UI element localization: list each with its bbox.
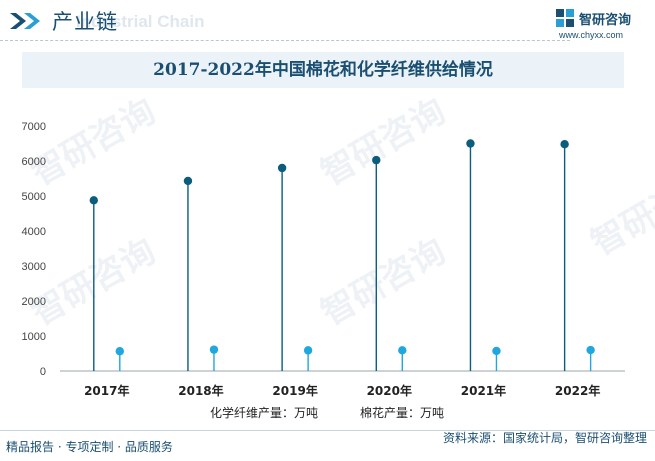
x-tick-label: 2021年 bbox=[461, 383, 506, 398]
watermark-text: 智研咨询 bbox=[315, 96, 453, 194]
x-tick-label: 2017年 bbox=[84, 383, 129, 398]
chart-title: 2017-2022年中国棉花和化学纤维供给情况 bbox=[153, 60, 493, 80]
brand-logo-icon bbox=[556, 9, 574, 27]
lollipop-point bbox=[560, 140, 569, 149]
lollipop-point bbox=[89, 196, 98, 205]
x-tick-label: 2022年 bbox=[555, 383, 600, 398]
footer-divider bbox=[0, 430, 655, 431]
y-tick-label: 6000 bbox=[22, 156, 46, 168]
lollipop-point bbox=[277, 163, 287, 173]
section-title: 产业链 bbox=[52, 10, 118, 34]
watermark-text: 智研咨询 bbox=[315, 231, 453, 334]
source-note: 资料来源：国家统计局，智研咨询整理 bbox=[442, 431, 647, 445]
y-tick-label: 1000 bbox=[22, 331, 46, 343]
header-watermark: Industrial Chain bbox=[76, 12, 205, 31]
lollipop-point bbox=[209, 345, 219, 354]
lollipop-point bbox=[372, 155, 381, 165]
double-chevron-icon bbox=[10, 13, 40, 29]
y-tick-label: 3000 bbox=[22, 261, 46, 273]
watermark-text: 智研咨询 bbox=[585, 161, 655, 264]
x-tick-label: 2020年 bbox=[367, 383, 412, 398]
y-tick-label: 2000 bbox=[22, 296, 46, 308]
lollipop-point bbox=[492, 346, 501, 356]
legend: 化学纤维产量：万吨 棉花产量：万吨 bbox=[210, 405, 444, 420]
header: Industrial Chain 产业链 智研咨询 www.chyxx.com bbox=[0, 0, 655, 44]
watermark-text: 智研咨询 bbox=[25, 96, 163, 194]
lollipop-point bbox=[586, 345, 595, 355]
title-band: 2017-2022年中国棉花和化学纤维供给情况 bbox=[22, 52, 624, 88]
legend-entry: 化学纤维产量：万吨 bbox=[210, 405, 318, 420]
x-axis: 2017年 2018年 2019年 2020年 2021年 2022年 bbox=[84, 383, 600, 398]
x-tick-label: 2019年 bbox=[272, 383, 317, 398]
lollipop-point bbox=[398, 346, 407, 355]
brand-logo: 智研咨询 www.chyxx.com bbox=[555, 8, 645, 44]
lollipop-point bbox=[466, 139, 475, 148]
y-tick-label: 7000 bbox=[22, 121, 46, 133]
lollipop-point bbox=[115, 347, 124, 356]
brand-name: 智研咨询 bbox=[579, 13, 632, 28]
legend-entry: 棉花产量：万吨 bbox=[360, 405, 444, 420]
lollipop-point bbox=[183, 176, 193, 186]
y-tick-label: 5000 bbox=[22, 191, 46, 203]
brand-url: www.chyxx.com bbox=[559, 30, 624, 40]
header-divider bbox=[0, 40, 570, 41]
y-tick-label: 0 bbox=[40, 366, 46, 378]
y-tick-label: 4000 bbox=[22, 226, 46, 238]
lollipop-point bbox=[303, 346, 313, 355]
footer-slogan: 精品报告 · 专项定制 · 品质服务 bbox=[6, 440, 173, 454]
y-axis: 0 1000 2000 3000 4000 5000 6000 7000 bbox=[22, 121, 625, 378]
x-tick-label: 2018年 bbox=[178, 383, 223, 398]
chart-marks bbox=[89, 139, 595, 371]
